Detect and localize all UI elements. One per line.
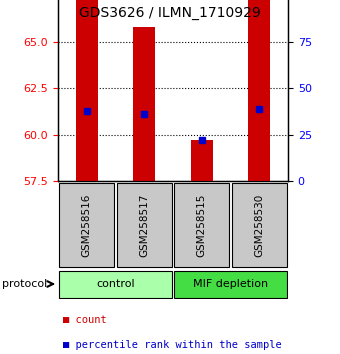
Text: control: control: [96, 279, 135, 289]
Text: GSM258515: GSM258515: [197, 193, 207, 257]
Bar: [76, 0, 98, 181]
FancyBboxPatch shape: [117, 183, 172, 267]
FancyBboxPatch shape: [59, 183, 114, 267]
FancyBboxPatch shape: [232, 183, 287, 267]
Text: MIF depletion: MIF depletion: [193, 279, 268, 289]
FancyBboxPatch shape: [59, 270, 172, 297]
Text: GSM258516: GSM258516: [82, 193, 92, 257]
FancyBboxPatch shape: [174, 183, 230, 267]
Bar: [191, 140, 213, 181]
Text: GSM258517: GSM258517: [139, 193, 149, 257]
Text: ■ count: ■ count: [63, 315, 107, 325]
Text: ■ percentile rank within the sample: ■ percentile rank within the sample: [63, 339, 282, 350]
Bar: [248, 0, 270, 181]
FancyBboxPatch shape: [174, 270, 287, 297]
Text: GDS3626 / ILMN_1710929: GDS3626 / ILMN_1710929: [79, 6, 261, 20]
Bar: [133, 27, 155, 181]
Text: GSM258530: GSM258530: [254, 193, 264, 257]
Text: protocol: protocol: [2, 279, 47, 289]
